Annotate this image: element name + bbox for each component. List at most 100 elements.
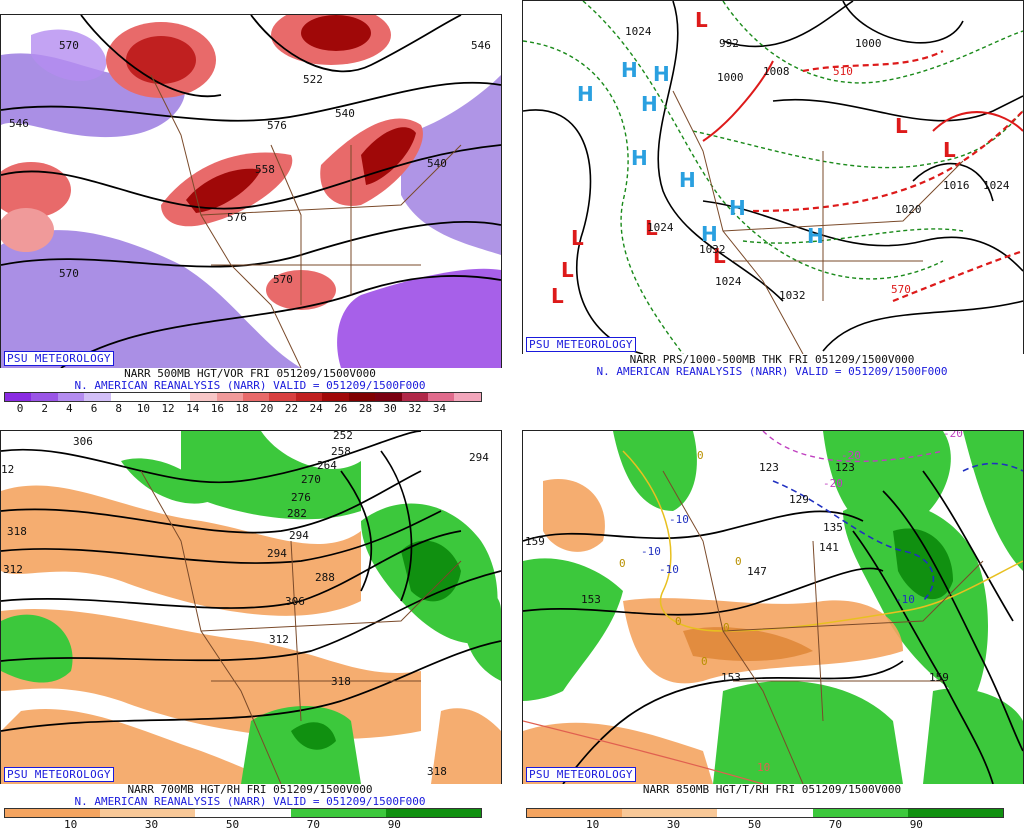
panel-title: NARR PRS/1000-500MB THK FRI 051209/1500V… (629, 353, 915, 366)
colorbar-tick-label: 0 (16, 402, 24, 415)
low-pressure-symbol: L (695, 8, 708, 32)
thickness-label: 570 (891, 283, 911, 296)
colorbar-segment (5, 809, 101, 817)
colorbar-segment (290, 809, 386, 817)
temp-label: -10 (659, 563, 679, 576)
pressure-label: 1016 (943, 179, 970, 192)
contour-label: 294 (469, 451, 489, 464)
contour-label: 312 (269, 633, 289, 646)
colorbar-segment (385, 809, 481, 817)
map-700mb: 306 12 318 312 294 306 294 282 270 264 2… (0, 430, 502, 784)
panel-850mb-temp-rh: 159 123 129 141 147 153 159 153 123 135 … (522, 430, 1024, 833)
colorbar-segment (401, 393, 428, 401)
colorbar-segment (57, 393, 85, 401)
colorbar-segment (84, 393, 111, 401)
contour-label: 546 (471, 39, 491, 52)
temp-label: 0 (619, 557, 626, 570)
high-pressure-symbol: H (641, 92, 658, 116)
temp-label: -10 (895, 593, 915, 606)
contour-label: 318 (427, 765, 447, 778)
contour-label: 576 (267, 119, 287, 132)
credit-badge: PSU METEOROLOGY (526, 337, 636, 352)
colorbar-tick-label: 14 (186, 402, 200, 415)
panel-subtitle: N. AMERICAN REANALYSIS (NARR) VALID = 05… (596, 365, 948, 378)
temp-label: -10 (641, 545, 661, 558)
colorbar-segment (907, 809, 1003, 817)
contour-label: 558 (255, 163, 275, 176)
map-850mb: 159 123 129 141 147 153 159 153 123 135 … (522, 430, 1024, 784)
colorbar-segment (375, 393, 402, 401)
contour-label: 123 (759, 461, 779, 474)
contour-label: 312 (3, 563, 23, 576)
panel-pressure-thickness: H H H H H H H H H L L L L L L L L 1024 9… (522, 0, 1024, 403)
colorbar-segment (195, 809, 291, 817)
colorbar-segment (100, 809, 196, 817)
map-pressure: H H H H H H H H H L L L L L L L L 1024 9… (522, 0, 1024, 354)
temp-label: 0 (697, 449, 704, 462)
colorbar-tick-label: 50 (747, 818, 762, 831)
pressure-label: 1024 (647, 221, 674, 234)
credit-badge: PSU METEOROLOGY (526, 767, 636, 782)
colorbar-segment (216, 393, 243, 401)
colorbar (4, 808, 482, 818)
colorbar-ticks: 10 30 50 70 90 (522, 818, 1022, 832)
contour-label: 282 (287, 507, 307, 520)
temp-label: 0 (675, 615, 682, 628)
colorbar-tick-label: 34 (432, 402, 447, 415)
contour-label: 570 (59, 267, 79, 280)
pressure-label: 1008 (763, 65, 790, 78)
contour-label: 576 (227, 211, 247, 224)
pressure-label: 992 (719, 37, 739, 50)
colorbar-segment (454, 393, 481, 401)
colorbar-segment (348, 393, 376, 401)
colorbar-tick-label: 24 (309, 402, 323, 415)
colorbar-segment (31, 393, 58, 401)
colorbar-tick-label: 10 (136, 402, 150, 415)
colorbar (526, 808, 1004, 818)
temp-label: 0 (735, 555, 742, 568)
temp-label: -20 (841, 449, 861, 462)
pressure-label: 1020 (895, 203, 922, 216)
colorbar-segment (137, 393, 164, 401)
contour-label: 546 (9, 117, 29, 130)
colorbar-tick-label: 22 (284, 402, 299, 415)
high-pressure-symbol: H (577, 82, 594, 106)
colorbar-tick-label: 26 (334, 402, 348, 415)
panel-500mb-vorticity: 570 522 546 540 576 558 540 570 576 546 … (0, 14, 502, 417)
contour-label: 570 (59, 39, 79, 52)
colorbar-tick-label: 32 (408, 402, 422, 415)
contour-label: 318 (331, 675, 351, 688)
contour-label: 153 (581, 593, 601, 606)
colorbar-segment (242, 393, 270, 401)
pressure-label: 1032 (699, 243, 726, 256)
temp-label: -20 (943, 431, 963, 440)
contour-label: 540 (335, 107, 355, 120)
colorbar-segment (428, 393, 455, 401)
panel-title: NARR 700MB HGT/RH FRI 051209/1500V000 (127, 783, 373, 796)
contour-label: 570 (273, 273, 293, 286)
contour-label: 294 (289, 529, 309, 542)
contour-label: 252 (333, 431, 353, 442)
colorbar-segment (190, 393, 217, 401)
colorbar-tick-label: 10 (64, 818, 78, 831)
low-pressure-symbol: L (561, 258, 574, 282)
contour-label: 147 (747, 565, 767, 578)
contour-label: 306 (285, 595, 305, 608)
panel-subtitle: N. AMERICAN REANALYSIS (NARR) VALID = 05… (74, 795, 426, 808)
high-pressure-symbol: H (701, 222, 718, 246)
colorbar-tick-label: 10 (586, 818, 600, 831)
colorbar-segment (5, 393, 32, 401)
low-pressure-symbol: L (551, 284, 564, 308)
temp-label: 10 (757, 761, 770, 774)
contour-label: 12 (1, 463, 14, 476)
colorbar-ticks: 10 30 50 70 90 (0, 818, 500, 832)
colorbar-tick-label: 2 (41, 402, 48, 415)
colorbar-tick-label: 30 (666, 818, 681, 831)
colorbar-tick-label: 20 (260, 402, 274, 415)
contour-label: 318 (7, 525, 27, 538)
colorbar-tick-label: 8 (115, 402, 123, 415)
contour-label: 159 (929, 671, 949, 684)
credit-badge: PSU METEOROLOGY (4, 351, 114, 366)
contour-label: 276 (291, 491, 311, 504)
pressure-label: 1000 (855, 37, 882, 50)
